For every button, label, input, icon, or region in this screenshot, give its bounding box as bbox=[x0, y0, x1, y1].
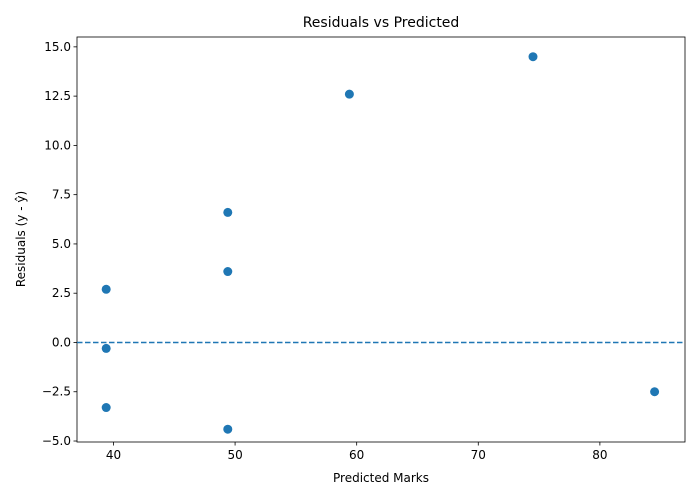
y-tick-label: −2.5 bbox=[42, 385, 71, 399]
data-points bbox=[101, 52, 660, 434]
data-point bbox=[101, 284, 111, 294]
data-point bbox=[650, 387, 660, 397]
y-tick-label: 2.5 bbox=[52, 286, 71, 300]
x-tick-label: 70 bbox=[471, 448, 486, 462]
y-tick-label: 12.5 bbox=[44, 89, 71, 103]
data-point bbox=[223, 207, 233, 217]
y-axis: −5.0 −2.5 0.0 2.5 5.0 7.5 10.0 12.5 15.0 bbox=[42, 40, 77, 448]
x-tick-label: 40 bbox=[106, 448, 121, 462]
chart-title: Residuals vs Predicted bbox=[303, 15, 460, 31]
y-tick-label: −5.0 bbox=[42, 434, 71, 448]
y-axis-label: Residuals (y - ŷ) bbox=[14, 191, 28, 287]
y-tick-label: 15.0 bbox=[44, 40, 71, 54]
y-tick-label: 5.0 bbox=[52, 237, 71, 251]
plot-area bbox=[76, 36, 686, 443]
y-tick-label: 7.5 bbox=[52, 188, 71, 202]
data-point bbox=[101, 343, 111, 353]
x-tick-label: 50 bbox=[227, 448, 242, 462]
data-point bbox=[223, 424, 233, 434]
data-point bbox=[528, 52, 538, 62]
x-axis: 40 50 60 70 80 bbox=[106, 442, 608, 462]
data-point bbox=[101, 403, 111, 413]
plot-frame bbox=[76, 36, 686, 443]
data-point bbox=[223, 267, 233, 277]
y-tick-label: 10.0 bbox=[44, 138, 71, 152]
data-point bbox=[344, 89, 354, 99]
x-tick-label: 60 bbox=[349, 448, 364, 462]
x-tick-label: 80 bbox=[592, 448, 607, 462]
x-axis-label: Predicted Marks bbox=[333, 471, 429, 485]
y-tick-label: 0.0 bbox=[52, 335, 71, 349]
